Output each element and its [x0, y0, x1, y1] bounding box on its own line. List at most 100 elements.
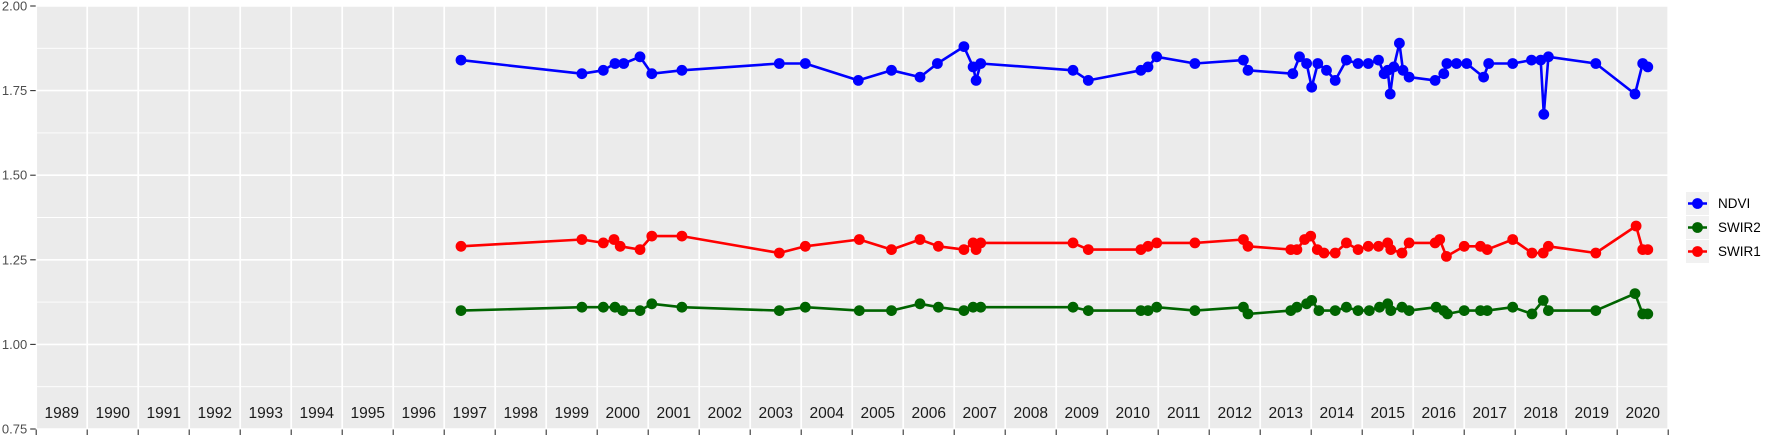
- data-point-swir2: [1590, 305, 1602, 316]
- x-tick-label: 1997: [452, 405, 486, 422]
- data-point-swir2: [597, 301, 609, 313]
- data-point-ndvi: [914, 71, 926, 83]
- data-point-swir1: [1441, 251, 1452, 262]
- x-tick-label: 2009: [1064, 405, 1098, 422]
- x-tick-label: 2012: [1217, 405, 1251, 422]
- series-swir2: [455, 288, 1654, 320]
- x-tick-label: 2001: [656, 405, 690, 422]
- data-point-swir2: [914, 298, 926, 310]
- data-point-swir1: [1458, 240, 1470, 252]
- data-point-ndvi: [1441, 58, 1453, 69]
- x-tick-label: 2016: [1421, 405, 1455, 422]
- data-point-swir1: [1481, 244, 1493, 256]
- data-point-swir2: [1291, 301, 1303, 313]
- data-point-swir2: [1189, 305, 1201, 316]
- data-point-swir2: [773, 305, 785, 316]
- data-point-ndvi: [1483, 58, 1495, 69]
- data-point-ndvi: [576, 68, 588, 80]
- data-point-ndvi: [1362, 58, 1374, 69]
- data-point-swir2: [634, 305, 646, 316]
- data-point-ndvi: [1287, 68, 1299, 80]
- data-point-ndvi: [455, 54, 467, 66]
- data-point-swir1: [1362, 240, 1374, 252]
- data-point-swir2: [617, 305, 629, 316]
- legend-key-swir1-icon: [1686, 240, 1709, 263]
- x-tick-label: 1995: [350, 405, 384, 422]
- data-point-swir1: [1329, 247, 1341, 259]
- data-point-swir2: [975, 301, 987, 313]
- data-point-swir2: [455, 305, 467, 316]
- data-point-swir1: [1142, 240, 1154, 252]
- data-point-swir2: [1374, 301, 1385, 313]
- series-swir1: [455, 220, 1654, 262]
- x-tick-label: 2015: [1370, 405, 1404, 422]
- data-point-swir2: [1306, 295, 1318, 306]
- data-point-swir1: [1385, 244, 1397, 256]
- data-point-ndvi: [1301, 58, 1312, 69]
- data-point-ndvi: [1538, 108, 1550, 120]
- data-point-swir2: [1507, 301, 1519, 313]
- legend-label: NDVI: [1718, 196, 1751, 211]
- legend-entry-ndvi: NDVI: [1686, 192, 1761, 215]
- data-point-swir1: [1543, 240, 1554, 252]
- legend-entry-swir1: SWIR1: [1686, 240, 1761, 263]
- legend-label: SWIR2: [1718, 220, 1761, 235]
- data-point-swir2: [853, 305, 865, 316]
- data-point-swir2: [1526, 308, 1538, 320]
- data-point-swir1: [1067, 237, 1079, 249]
- x-tick-label: 2002: [707, 405, 741, 422]
- data-point-ndvi: [1526, 54, 1537, 66]
- data-point-swir2: [1067, 301, 1079, 313]
- data-point-ndvi: [634, 51, 646, 63]
- data-point-swir1: [676, 230, 688, 242]
- x-tick-label: 1996: [401, 405, 435, 422]
- data-point-ndvi: [958, 41, 970, 52]
- data-point-ndvi: [1629, 88, 1641, 100]
- data-point-ndvi: [886, 64, 897, 76]
- data-point-ndvi: [646, 68, 658, 80]
- data-point-swir2: [799, 301, 811, 313]
- x-tick-label: 2000: [605, 405, 640, 422]
- data-point-swir1: [614, 240, 626, 252]
- data-point-swir2: [1151, 301, 1163, 313]
- data-point-ndvi: [1388, 61, 1400, 73]
- data-point-swir1: [1082, 244, 1094, 256]
- data-point-swir1: [886, 244, 897, 256]
- data-point-swir1: [1291, 244, 1303, 256]
- data-point-swir1: [799, 240, 811, 252]
- x-tick-label: 2003: [758, 405, 792, 422]
- data-point-ndvi: [1438, 68, 1450, 80]
- data-point-swir2: [967, 301, 979, 313]
- data-point-ndvi: [1384, 88, 1396, 100]
- data-point-ndvi: [1590, 58, 1602, 69]
- data-point-swir1: [1352, 244, 1364, 256]
- x-tick-label: 2005: [860, 405, 894, 422]
- data-point-swir1: [646, 230, 658, 242]
- data-point-swir2: [1481, 305, 1493, 316]
- data-point-swir1: [958, 244, 970, 256]
- data-point-ndvi: [1189, 58, 1201, 69]
- data-point-swir1: [576, 234, 588, 245]
- data-point-swir2: [1242, 308, 1254, 320]
- x-tick-label: 2008: [1013, 405, 1047, 422]
- data-point-ndvi: [1321, 64, 1332, 76]
- data-point-ndvi: [1352, 58, 1364, 69]
- data-point-swir2: [1329, 305, 1341, 316]
- data-point-swir2: [1385, 305, 1397, 316]
- data-point-ndvi: [1312, 58, 1324, 69]
- data-point-swir1: [914, 234, 926, 245]
- data-point-ndvi: [1306, 81, 1318, 93]
- data-point-ndvi: [618, 58, 630, 69]
- data-point-swir1: [933, 240, 944, 252]
- data-point-swir1: [1507, 234, 1519, 245]
- data-point-swir1: [975, 237, 987, 249]
- data-point-swir1: [1590, 247, 1602, 259]
- data-point-ndvi: [1294, 51, 1305, 63]
- data-point-ndvi: [1242, 64, 1254, 76]
- series-ndvi: [455, 37, 1654, 120]
- data-point-ndvi: [932, 58, 943, 69]
- x-tick-label: 2011: [1167, 405, 1200, 422]
- data-point-swir1: [1341, 237, 1352, 249]
- data-point-ndvi: [799, 58, 811, 69]
